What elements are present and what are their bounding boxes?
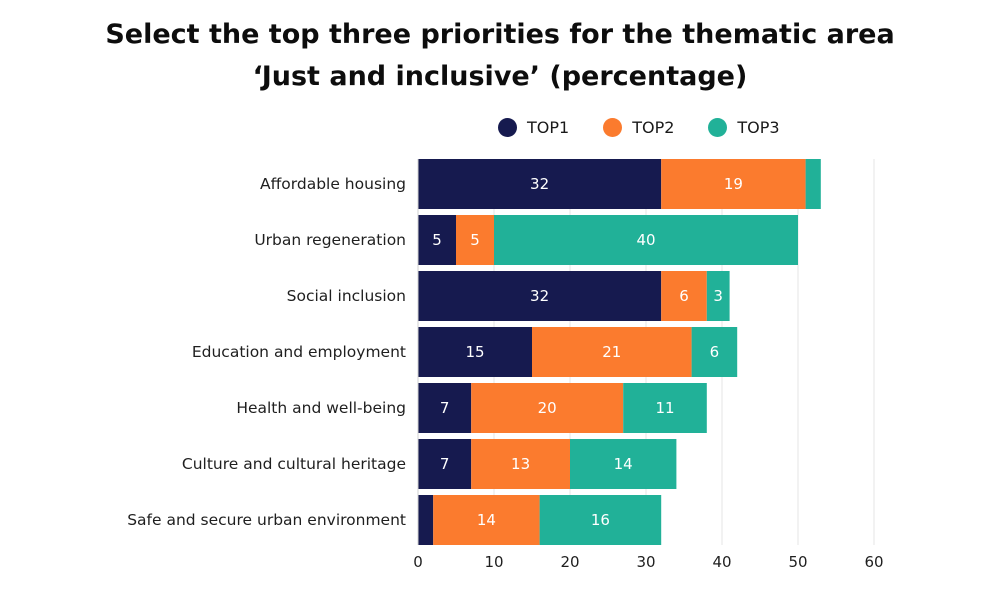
bar-segment-top1 — [418, 327, 532, 377]
category-label: Education and employment — [192, 343, 406, 361]
data-label-top1: 7 — [440, 455, 450, 473]
data-label-top3: 6 — [710, 343, 720, 361]
bar-segment-top3 — [706, 271, 730, 321]
legend-swatch-top1 — [498, 117, 517, 137]
bar-segment-top1 — [418, 159, 662, 209]
legend-item-top3: TOP3 — [708, 117, 780, 137]
bar-segment-top2 — [471, 439, 570, 489]
data-label-top3: 40 — [636, 231, 655, 249]
legend-swatch-top3 — [708, 117, 728, 137]
legend-item-top2: TOP2 — [603, 117, 675, 137]
category-label: Urban regeneration — [254, 231, 406, 249]
legend-label-top2: TOP2 — [632, 117, 675, 137]
legend-label-top3: TOP3 — [737, 117, 780, 137]
data-label-top2: 21 — [602, 343, 621, 361]
data-label-top1: 15 — [465, 343, 484, 361]
bar-segment-top2 — [471, 383, 624, 433]
bar-segment-top3 — [805, 159, 821, 209]
bar-segment-top3 — [539, 495, 662, 545]
x-tick-label: 20 — [560, 553, 579, 571]
bar-segment-top3 — [691, 327, 738, 377]
bar-segment-top2 — [456, 215, 494, 265]
data-label-top2: 13 — [511, 455, 530, 473]
data-label-top3: 14 — [614, 455, 633, 473]
x-tick-label: 10 — [484, 553, 503, 571]
legend-swatch-top2 — [603, 117, 623, 137]
data-label-top3: 16 — [591, 511, 610, 529]
category-label: Safe and secure urban environment — [127, 511, 406, 529]
bar-segment-top2 — [532, 327, 692, 377]
x-tick-label: 40 — [712, 553, 731, 571]
data-label-top1: 32 — [530, 175, 549, 193]
data-label-top2: 14 — [477, 511, 496, 529]
data-label-top2: 19 — [724, 175, 743, 193]
category-label: Social inclusion — [287, 287, 406, 305]
bar-segment-top3 — [494, 215, 798, 265]
category-label: Health and well-being — [236, 399, 406, 417]
data-label-top2: 6 — [679, 287, 689, 305]
bar-segment-top1 — [418, 215, 456, 265]
category-label: Culture and cultural heritage — [182, 455, 406, 473]
data-label-top3: 3 — [713, 287, 723, 305]
chart-title-line-2: ‘Just and inclusive’ (percentage) — [252, 61, 748, 92]
bar-segment-top1 — [418, 271, 662, 321]
bar-segment-top2 — [433, 495, 540, 545]
data-label-top1: 32 — [530, 287, 549, 305]
bar-segment-top1 — [418, 495, 434, 545]
bar-segment-top3 — [570, 439, 677, 489]
data-label-top3: 11 — [655, 399, 674, 417]
bar-segment-top2 — [661, 159, 806, 209]
bar-segment-top3 — [623, 383, 707, 433]
chart-legend: TOP1 TOP2 TOP3 — [498, 116, 814, 138]
category-label: Affordable housing — [260, 175, 406, 193]
bar-segment-top1 — [418, 439, 472, 489]
x-tick-label: 50 — [788, 553, 807, 571]
chart-title: Select the top three priorities for the … — [0, 14, 1000, 98]
x-tick-label: 0 — [413, 553, 423, 571]
x-tick-label: 30 — [636, 553, 655, 571]
legend-label-top1: TOP1 — [527, 117, 570, 137]
bar-segment-top1 — [418, 383, 472, 433]
data-label-top1: 5 — [432, 231, 442, 249]
legend-item-top1: TOP1 — [498, 117, 570, 137]
data-label-top1: 7 — [440, 399, 450, 417]
data-label-top2: 5 — [470, 231, 480, 249]
x-tick-label: 60 — [864, 553, 883, 571]
bar-segment-top2 — [661, 271, 707, 321]
data-label-top2: 20 — [538, 399, 557, 417]
chart-title-line-1: Select the top three priorities for the … — [105, 19, 895, 50]
